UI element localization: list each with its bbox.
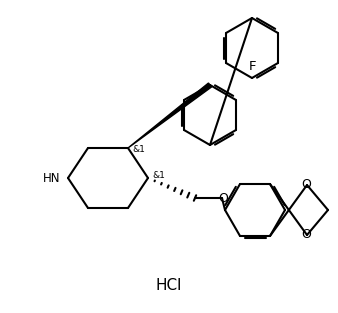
Text: O: O (301, 178, 311, 192)
Polygon shape (128, 83, 212, 148)
Text: O: O (301, 228, 311, 242)
Text: &1: &1 (132, 145, 145, 153)
Text: HCl: HCl (156, 278, 182, 293)
Text: HN: HN (43, 172, 61, 184)
Text: &1: &1 (152, 171, 165, 179)
Text: F: F (248, 59, 256, 73)
Text: O: O (218, 192, 228, 204)
